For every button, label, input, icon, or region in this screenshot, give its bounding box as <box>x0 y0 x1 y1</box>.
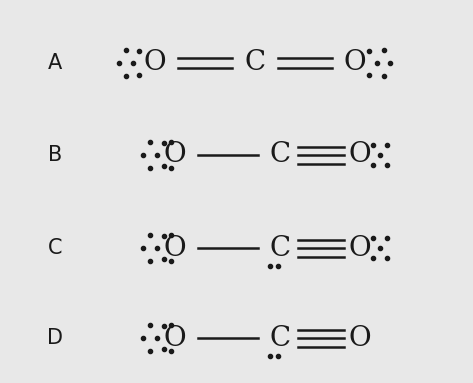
Text: D: D <box>47 328 63 348</box>
Text: O: O <box>144 49 166 77</box>
Text: A: A <box>48 53 62 73</box>
Text: O: O <box>349 234 371 262</box>
Text: O: O <box>164 141 186 169</box>
Text: C: C <box>48 238 62 258</box>
Text: C: C <box>270 141 290 169</box>
Text: O: O <box>344 49 366 77</box>
Text: O: O <box>164 324 186 352</box>
Text: O: O <box>349 141 371 169</box>
Text: B: B <box>48 145 62 165</box>
Text: O: O <box>349 324 371 352</box>
Text: C: C <box>245 49 265 77</box>
Text: O: O <box>164 234 186 262</box>
Text: C: C <box>270 324 290 352</box>
Text: C: C <box>270 234 290 262</box>
